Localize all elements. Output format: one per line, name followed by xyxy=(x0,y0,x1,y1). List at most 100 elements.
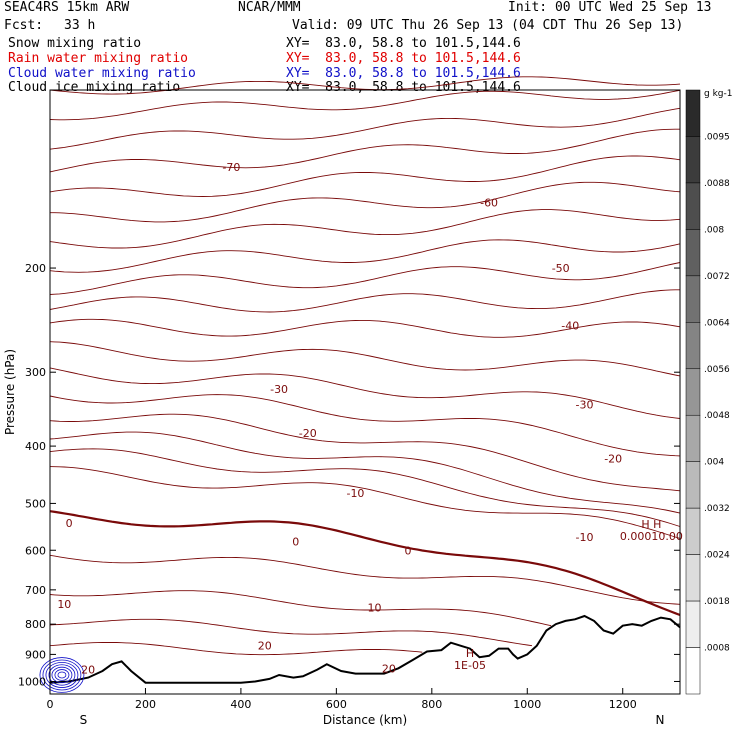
contour-label: -10 xyxy=(576,531,594,544)
center-title: NCAR/MMM xyxy=(238,0,301,15)
colorbar-tick-label: .0024 xyxy=(704,551,730,561)
colorbar: .0095 .0088 .008 .0072 .0064 .0056 .0048 .004 .0… xyxy=(685,89,732,695)
high-marker-value: 1E-05 xyxy=(454,659,486,672)
isotherm-line xyxy=(49,618,533,647)
colorbar-segment xyxy=(685,229,701,277)
isotherm-line xyxy=(49,413,681,492)
isotherm-line xyxy=(49,107,681,150)
isotherm-line xyxy=(49,642,423,656)
contour-label: -10 xyxy=(346,487,364,500)
colorbar-tick-label: .004 xyxy=(704,458,724,468)
x-axis-label: Distance (km) xyxy=(323,713,407,727)
cloud-water-contour xyxy=(39,657,85,693)
model-title: SEAC4RS 15km ARW xyxy=(4,0,130,15)
cloud-water-contour xyxy=(48,664,76,686)
isotherm-line xyxy=(49,76,681,95)
isotherm-line xyxy=(49,155,681,197)
y-tick-label: 700 xyxy=(25,584,46,597)
isotherm-line xyxy=(49,367,681,419)
forecast-label: Fcst: xyxy=(4,18,44,33)
cloud-water-contour xyxy=(51,666,73,684)
contour-label: -50 xyxy=(552,262,570,275)
field-name-rain: Rain water mixing ratio xyxy=(8,51,189,66)
y-tick-label: 1000 xyxy=(18,675,46,688)
endpoint-label-north: N xyxy=(656,713,665,727)
cloud-water-contour xyxy=(54,669,70,681)
colorbar-tick-label: .0095 xyxy=(704,132,730,142)
y-tick-label: 400 xyxy=(25,440,46,453)
endpoint-label-south: S xyxy=(80,713,88,727)
field-name-cloud-water: Cloud water mixing ratio xyxy=(8,66,196,81)
colorbar-unit: g kg-1 xyxy=(704,89,732,99)
x-tick-label: 200 xyxy=(135,698,156,711)
contour-label: 10 xyxy=(57,598,71,611)
cloud-water-contours xyxy=(39,657,85,693)
temperature-contours xyxy=(49,76,681,656)
isotherm-line xyxy=(49,431,681,514)
cloud-water-contour xyxy=(57,671,67,679)
colorbar-tick-label: .0008 xyxy=(704,644,730,654)
colorbar-segment xyxy=(685,554,701,602)
isotherm-line xyxy=(49,318,681,338)
y-tick-label: 600 xyxy=(25,544,46,557)
isotherm-line xyxy=(49,209,681,249)
forecast-hour: 33 h xyxy=(64,18,96,33)
field-name-snow: Snow mixing ratio xyxy=(8,36,142,51)
contour-label: 0 xyxy=(292,536,299,549)
high-marker-value: 0.00010.00 xyxy=(620,530,683,543)
isotherm-line xyxy=(49,394,681,457)
x-tick-label: 800 xyxy=(421,698,442,711)
colorbar-segment xyxy=(685,461,701,509)
contour-label: -20 xyxy=(604,453,622,466)
colorbar-segment xyxy=(685,368,701,416)
contour-label: 0 xyxy=(404,544,411,557)
contour-label: 20 xyxy=(258,640,272,653)
high-marker: H H xyxy=(641,518,661,531)
contour-label: 20 xyxy=(382,662,396,675)
colorbar-segment xyxy=(685,89,701,137)
colorbar-tick-label: .0056 xyxy=(704,365,730,375)
colorbar-segment xyxy=(685,182,701,230)
contour-label: -20 xyxy=(299,427,317,440)
contour-label: 10 xyxy=(368,602,382,615)
field-xy-snow: XY= 83.0, 58.8 to 101.5,144.6 xyxy=(286,36,521,51)
colorbar-segment xyxy=(685,507,701,555)
contour-label: -40 xyxy=(561,319,579,332)
colorbar-tick-label: .0064 xyxy=(704,318,730,328)
isotherm-line xyxy=(49,289,680,313)
contour-label: -30 xyxy=(576,398,594,411)
colorbar-tick-label: .0088 xyxy=(704,179,730,189)
init-time: Init: 00 UTC Wed 25 Sep 13 xyxy=(508,0,712,15)
isotherm-line xyxy=(49,590,552,627)
high-marker: H xyxy=(466,647,474,660)
x-tick-label: 1200 xyxy=(609,698,637,711)
colorbar-segment xyxy=(685,647,701,695)
extrema-markers: H1E-05 H H0.00010.00 xyxy=(454,518,683,672)
colorbar-tick-label: .0018 xyxy=(704,597,730,607)
isotherm-line xyxy=(49,554,681,605)
isotherm-line xyxy=(50,181,681,223)
y-tick-label: 300 xyxy=(25,366,46,379)
terrain-line xyxy=(49,614,681,684)
x-tick-label: 1000 xyxy=(513,698,541,711)
colorbar-tick-label: .0048 xyxy=(704,411,730,421)
y-tick-label: 900 xyxy=(25,648,46,661)
x-tick-label: 0 xyxy=(47,698,54,711)
field-xy-rain: XY= 83.0, 58.8 to 101.5,144.6 xyxy=(286,51,521,66)
isotherm-line xyxy=(49,128,680,173)
y-axis-label: Pressure (hPa) xyxy=(3,349,17,435)
cloud-water-contour xyxy=(42,659,82,691)
isotherm-line xyxy=(49,466,681,539)
colorbar-segment xyxy=(685,600,701,648)
colorbar-segment xyxy=(685,322,701,370)
contour-label: 20 xyxy=(81,664,95,677)
isotherm-line xyxy=(49,239,681,273)
field-xy-cloud-ice: XY= 83.0, 58.8 to 101.5,144.6 xyxy=(286,80,521,95)
isotherm-line xyxy=(49,89,681,121)
field-xy-cloud-water: XY= 83.0, 58.8 to 101.5,144.6 xyxy=(286,66,521,81)
colorbar-segment xyxy=(685,414,701,462)
isotherm-line xyxy=(49,262,681,295)
y-tick-label: 500 xyxy=(25,497,46,510)
contour-labels: -70 -60 -50 -40 -30 -30 -20 -20 -10 -10 0 0 0 10 10 20 2… xyxy=(57,161,622,677)
